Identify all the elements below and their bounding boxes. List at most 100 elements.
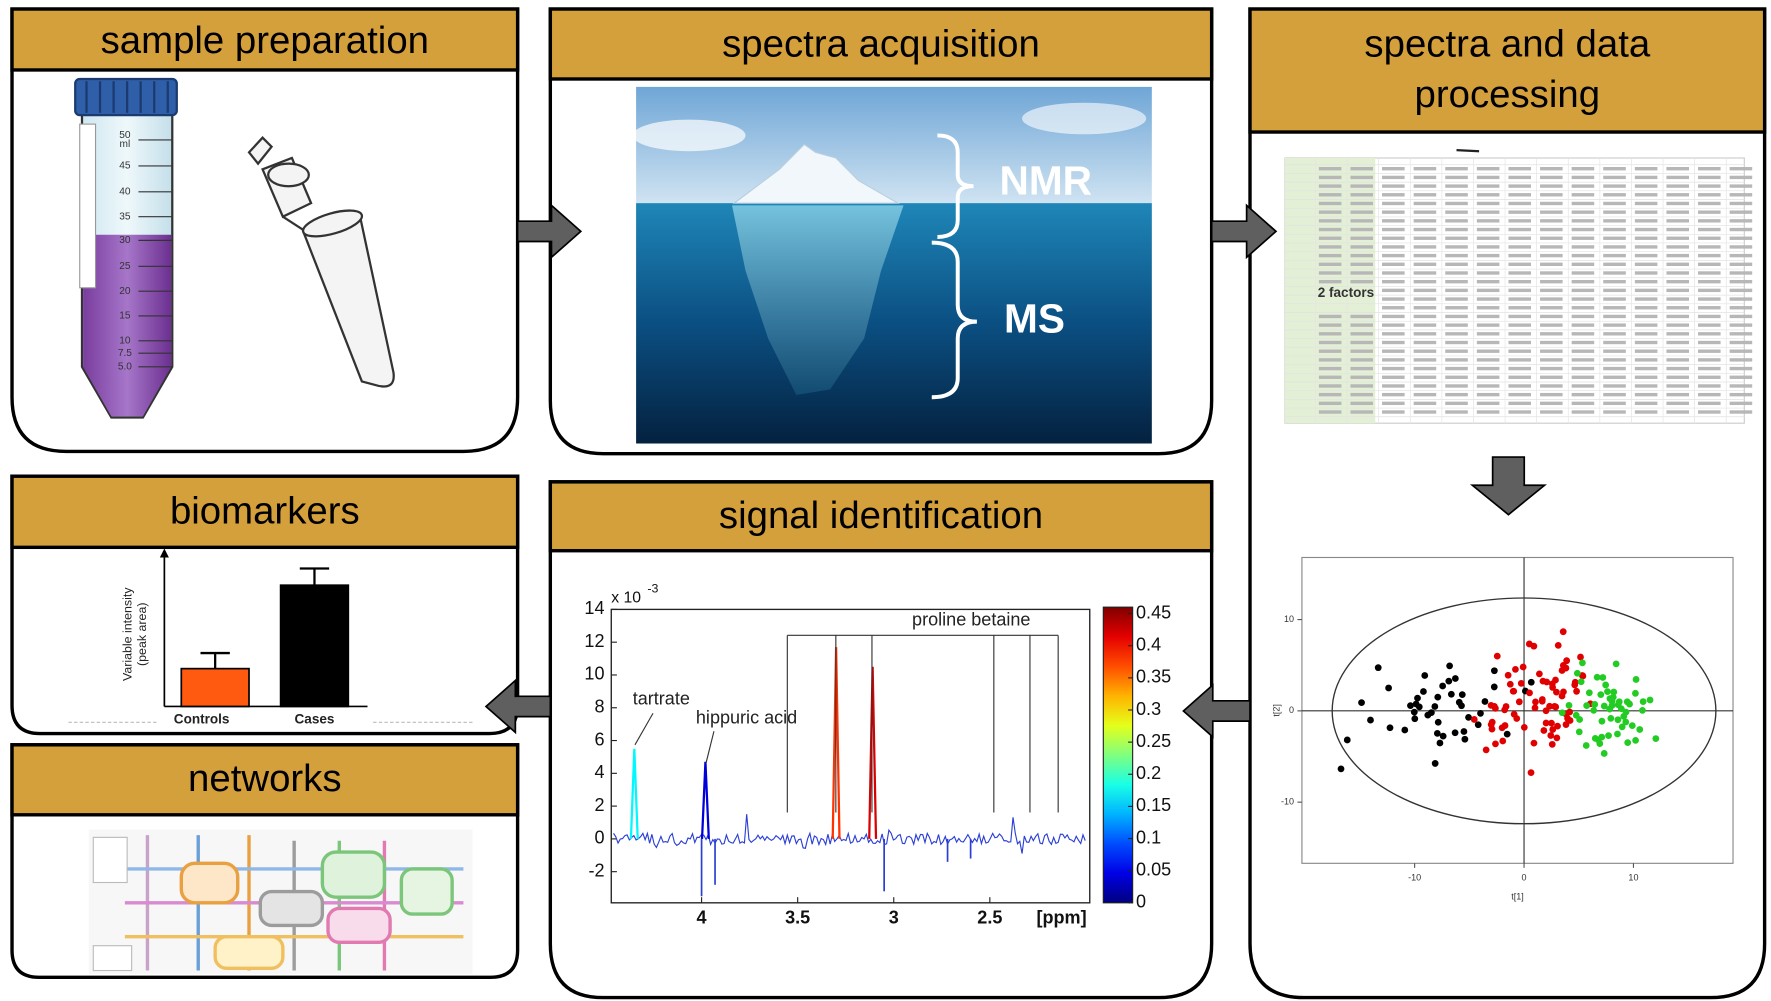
sheet-cell-text bbox=[1382, 384, 1405, 388]
score-dot bbox=[1646, 696, 1654, 704]
network-map bbox=[88, 829, 473, 974]
sheet-cell-text bbox=[1571, 219, 1595, 223]
panel-spectra-acquisition: spectra acquisition NMR MS bbox=[548, 7, 1214, 456]
score-dot bbox=[1540, 727, 1548, 734]
score-dot bbox=[1639, 706, 1646, 714]
score-dot bbox=[1458, 702, 1465, 710]
sheet-cell-text bbox=[1318, 349, 1342, 353]
score-dot bbox=[1461, 735, 1469, 743]
score-dot bbox=[1596, 740, 1604, 747]
score-dot bbox=[1607, 715, 1615, 722]
sheet-cell-text bbox=[1571, 245, 1595, 249]
sheet-cell-text bbox=[1382, 288, 1405, 293]
score-dot bbox=[1493, 652, 1501, 660]
sheet-cell-text bbox=[1413, 193, 1437, 197]
sheet-cell-text bbox=[1318, 323, 1342, 327]
score-dot bbox=[1576, 716, 1584, 723]
sheet-cell-text bbox=[1350, 184, 1374, 188]
sheet-cell-text bbox=[1540, 279, 1563, 284]
sheet-cell-text bbox=[1603, 193, 1626, 197]
sheet-cell-text bbox=[1540, 366, 1563, 371]
sheet-cell-text bbox=[1571, 262, 1595, 266]
sheet-cell-text bbox=[1413, 210, 1437, 214]
sheet-cell-text bbox=[1666, 340, 1690, 345]
score-dot bbox=[1585, 689, 1593, 697]
sheet-cell-text bbox=[1571, 288, 1595, 293]
score-dot bbox=[1614, 716, 1622, 724]
sheet-cell-text bbox=[1350, 340, 1374, 345]
sheet-cell-text bbox=[1666, 175, 1690, 180]
sheet-cell-text bbox=[1508, 236, 1532, 240]
x-axis-label: t[1] bbox=[1511, 892, 1524, 902]
table-note: 2 factors bbox=[1318, 285, 1374, 300]
sheet-cell-text bbox=[1508, 314, 1532, 319]
tube-scale-label: 15 bbox=[119, 311, 131, 322]
sheet-cell-text bbox=[1571, 410, 1595, 414]
sheet-cell-text bbox=[1318, 184, 1342, 188]
panel-header bbox=[548, 480, 1214, 553]
sheet-cell-text bbox=[1445, 245, 1468, 249]
sheet-cell-text bbox=[1508, 306, 1532, 310]
sheet-cell-text bbox=[1382, 219, 1405, 223]
sheet-cell-text bbox=[1540, 323, 1563, 327]
score-dot bbox=[1591, 701, 1599, 708]
score-dot bbox=[1577, 678, 1585, 686]
sheet-cell-text bbox=[1476, 219, 1500, 223]
sheet-cell-text bbox=[1445, 236, 1468, 240]
sheet-cell-text bbox=[1445, 384, 1468, 388]
sheet-cell-text bbox=[1540, 410, 1563, 414]
sheet-cell-text bbox=[1413, 297, 1437, 301]
sheet-cell-text bbox=[1508, 358, 1532, 362]
sheet-cell-text bbox=[1698, 227, 1721, 232]
sheet-cell-text bbox=[1698, 210, 1721, 214]
sheet-cell-text bbox=[1603, 366, 1626, 371]
sheet-cell-text bbox=[1666, 201, 1690, 206]
sheet-cell-text bbox=[1540, 245, 1563, 249]
x-axis-label: [ppm] bbox=[1036, 907, 1086, 927]
sheet-cell-text bbox=[1698, 375, 1721, 379]
score-dot bbox=[1490, 667, 1498, 675]
panel-title: biomarkers bbox=[170, 490, 360, 533]
score-dot bbox=[1623, 698, 1631, 706]
flow-arrow-left bbox=[484, 678, 552, 735]
sheet-cell-text bbox=[1476, 201, 1500, 206]
axis-multiplier-exp: -3 bbox=[647, 581, 658, 595]
technique-label: NMR bbox=[1000, 158, 1092, 204]
sheet-cell-text bbox=[1382, 375, 1405, 379]
score-dot bbox=[1624, 739, 1632, 747]
sheet-cell-text bbox=[1540, 349, 1563, 353]
annotation: tartrate bbox=[633, 688, 690, 708]
sheet-cell-text bbox=[1350, 366, 1374, 371]
tube-scale-label: 35 bbox=[119, 211, 131, 222]
score-dot bbox=[1554, 641, 1562, 649]
score-dot bbox=[1559, 628, 1567, 636]
bar-chart: Variable intensity (peak area) Controls Cas… bbox=[121, 548, 368, 727]
sheet-cell-text bbox=[1571, 279, 1595, 284]
score-dot bbox=[1415, 703, 1423, 711]
sheet-cell-text bbox=[1603, 201, 1626, 206]
sheet-cell-text bbox=[1729, 323, 1753, 327]
sheet-cell-text bbox=[1729, 184, 1753, 188]
flow-arrow-left bbox=[1182, 683, 1251, 739]
sheet-cell-text bbox=[1350, 410, 1374, 414]
sheet-cell-text bbox=[1571, 401, 1595, 406]
sheet-cell-text bbox=[1603, 323, 1626, 327]
colorbar bbox=[1102, 606, 1134, 904]
sheet-cell-text bbox=[1698, 410, 1721, 414]
lid-top bbox=[267, 162, 310, 188]
colorbar-tick-label: 0.1 bbox=[1136, 827, 1161, 847]
sheet-cell-text bbox=[1382, 314, 1405, 319]
score-dot bbox=[1566, 708, 1574, 716]
y-tick-label: 14 bbox=[584, 598, 604, 618]
sheet-cell-text bbox=[1729, 271, 1753, 275]
score-dot bbox=[1527, 678, 1535, 686]
sheet-cell-text bbox=[1634, 175, 1658, 180]
score-dot bbox=[1531, 704, 1539, 712]
score-dot bbox=[1477, 710, 1484, 717]
sheet-cell-text bbox=[1382, 410, 1405, 414]
sheet-cell-text bbox=[1476, 349, 1500, 353]
sheet-cell-text bbox=[1318, 384, 1342, 388]
sheet-cell-text bbox=[1729, 219, 1753, 223]
sheet-cell-text bbox=[1350, 193, 1374, 197]
score-dot bbox=[1547, 732, 1555, 739]
